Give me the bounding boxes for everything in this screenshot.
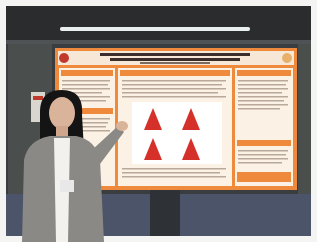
figure-panel bbox=[132, 102, 222, 164]
poster-logo bbox=[282, 53, 292, 63]
poster-author-line bbox=[140, 62, 210, 64]
poster-column bbox=[235, 68, 293, 186]
poster-title-line bbox=[110, 58, 240, 61]
ceiling bbox=[6, 6, 311, 42]
badge bbox=[60, 180, 74, 192]
section-header bbox=[237, 70, 291, 76]
poster-title-line bbox=[100, 53, 250, 56]
poster-footer bbox=[237, 172, 291, 182]
poster-stand bbox=[150, 190, 180, 236]
section-header bbox=[120, 70, 230, 76]
face bbox=[49, 97, 75, 129]
ceiling-light bbox=[60, 27, 250, 31]
wall-sign-mark bbox=[33, 96, 43, 100]
section-header bbox=[61, 70, 113, 76]
ceiling-edge bbox=[6, 40, 311, 44]
hand bbox=[116, 121, 128, 131]
section-header bbox=[237, 140, 291, 146]
text-lines bbox=[122, 168, 226, 178]
photo bbox=[0, 0, 317, 242]
wall-panel bbox=[298, 44, 311, 194]
poster-logo bbox=[59, 53, 69, 63]
